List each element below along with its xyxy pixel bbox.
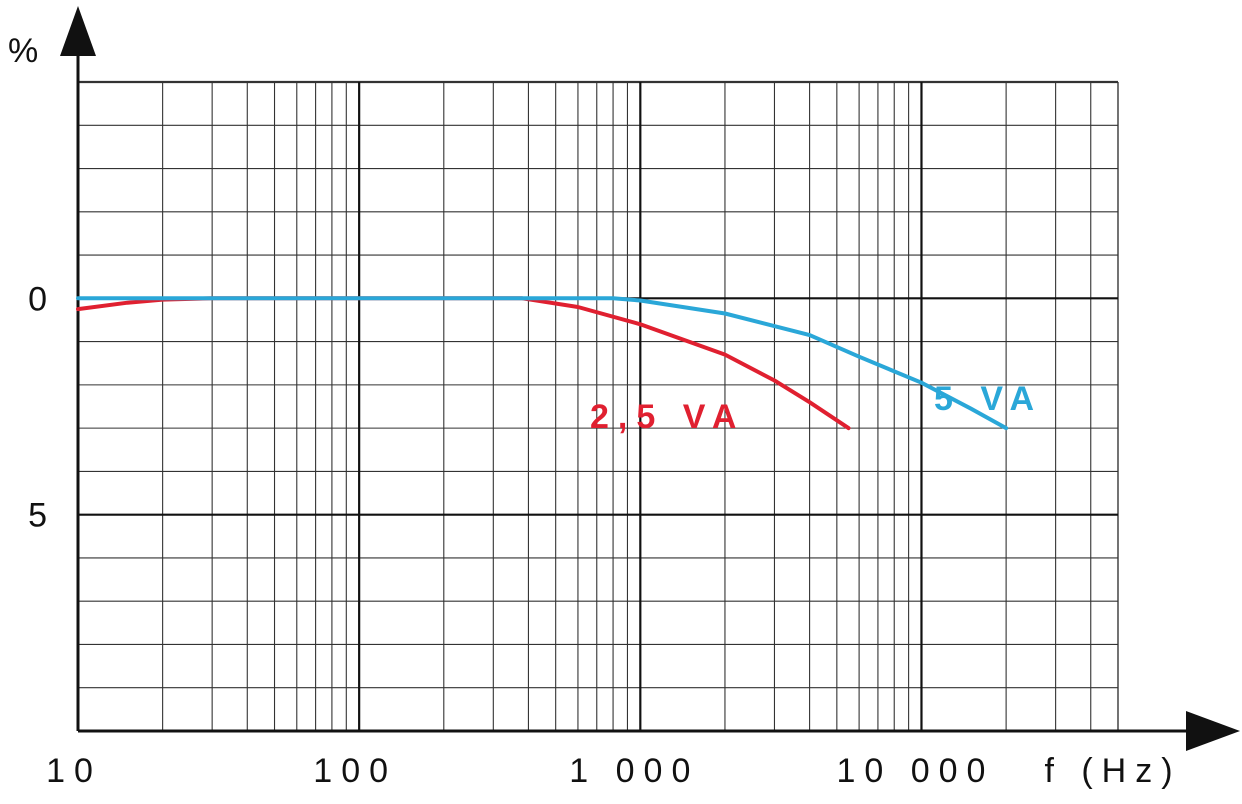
series-line-5va (76, 296, 1009, 431)
y-axis-label: % (8, 32, 38, 70)
x-tick-label: 1 000 (569, 752, 699, 790)
series-lines (76, 296, 1009, 431)
x-axis-arrow (1186, 711, 1240, 751)
y-axis-arrow (60, 6, 96, 56)
x-tick-label: 100 (313, 752, 397, 790)
minor-gridlines (78, 80, 1119, 732)
series-label-2-5va: 2,5 VA (590, 398, 745, 436)
y-tick-label: 0 (28, 280, 56, 318)
x-axis-label: f (Hz) (1044, 752, 1181, 790)
series-label-5va: 5 VA (934, 380, 1043, 418)
y-tick-label: - 5 (0, 497, 56, 535)
x-tick-label: 10 (46, 752, 102, 790)
x-tick-label: 10 000 (836, 752, 994, 790)
axes (60, 6, 1240, 751)
labels: 2,5 VA 5 VA 10 100 1 000 10 000 0 - 5% f (Hz) (0, 32, 1181, 790)
